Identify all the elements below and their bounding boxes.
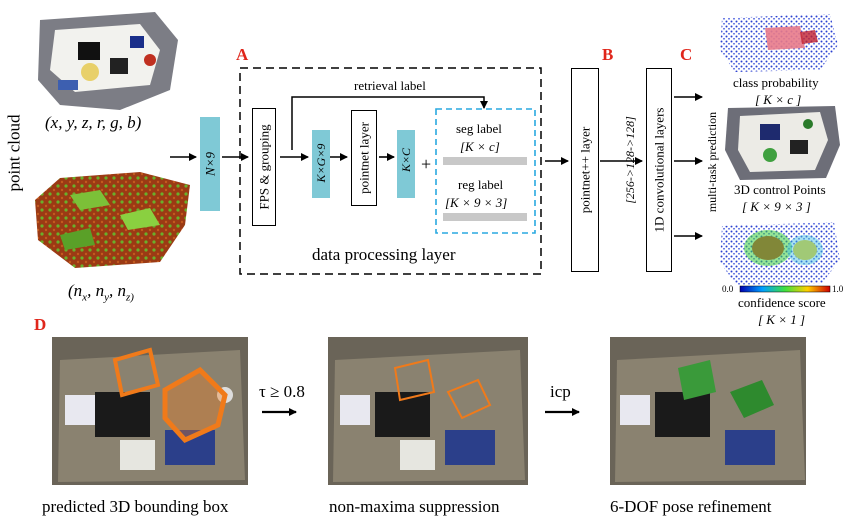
scale-min: 0.0 [722, 284, 734, 294]
fps-grouping-block [252, 108, 276, 226]
multitask-label: multi-task prediction [705, 111, 719, 213]
section-label-d: D [34, 315, 47, 334]
n9-block [200, 117, 220, 211]
seg-label: seg label [456, 121, 502, 136]
tau-threshold-text: τ ≥ 0.8 [259, 382, 305, 401]
colorbar [739, 285, 831, 293]
caption-pose-refinement: 6-DOF pose refinement [610, 497, 772, 516]
confidence-score-image [720, 222, 840, 285]
pointnet-label: pointnet layer [356, 122, 372, 194]
seg-dim: [K × c] [460, 139, 500, 154]
data-processing-frame [239, 67, 542, 275]
point-cloud-rgb-image [38, 12, 178, 110]
caption-nms: non-maxima suppression [329, 497, 500, 516]
control-points-image [725, 106, 840, 180]
section-label-c: C [680, 45, 693, 64]
point-cloud-normals-image [35, 172, 190, 268]
class-probability-label: class probability [733, 75, 819, 90]
plus-sign: + [421, 154, 432, 174]
control-dim: [ K × 9 × 3 ] [742, 199, 811, 214]
normals-label: (nx, ny, nz) [68, 281, 134, 304]
seg-bar [443, 157, 527, 165]
confidence-label: confidence score [738, 295, 826, 310]
data-processing-label: data processing layer [312, 245, 456, 264]
pointnet-block [351, 110, 377, 206]
class-dim: [ K × c ] [755, 92, 802, 107]
tau-threshold-label: τ ≥ 0.8 [259, 383, 305, 400]
section-label-b: B [602, 45, 614, 64]
kg9-block [312, 130, 330, 198]
kc-block [397, 130, 415, 198]
reg-label: reg label [458, 177, 504, 192]
reg-dim: [K × 9 × 3] [445, 195, 508, 210]
conv-label: 1D convolutional layers [651, 107, 667, 233]
reg-bar [443, 213, 527, 221]
control-points-label: 3D control Points [734, 182, 826, 197]
photo-predicted-bbox [52, 337, 248, 485]
section-label-a: A [236, 45, 249, 64]
pointnetpp-block [571, 68, 599, 272]
n9-label: N×9 [202, 152, 218, 176]
caption-predicted-bbox: predicted 3D bounding box [42, 497, 229, 516]
kc-label: K×C [399, 147, 413, 173]
point-cloud-label: point cloud [4, 114, 24, 192]
scale-max: 1.0 [832, 284, 843, 294]
pointnetpp-label: pointnet++ layer [577, 126, 593, 214]
icp-label: icp [550, 382, 571, 401]
label-frame [435, 108, 536, 234]
rgb-coordinates-label: (x, y, z, r, g, b) [45, 113, 142, 132]
photo-nms [328, 337, 528, 485]
confidence-dim: [ K × 1 ] [758, 312, 806, 327]
retrieval-label: retrieval label [354, 78, 426, 93]
photo-pose-refinement [610, 337, 806, 485]
conv-block [646, 68, 672, 272]
arrow-retrieval [291, 96, 488, 150]
conv-dims-label: [256->128->128] [623, 116, 637, 204]
fps-grouping-label: FPS & grouping [256, 124, 272, 210]
kg9-label: K×G×9 [314, 143, 328, 183]
class-probability-image [720, 14, 838, 72]
